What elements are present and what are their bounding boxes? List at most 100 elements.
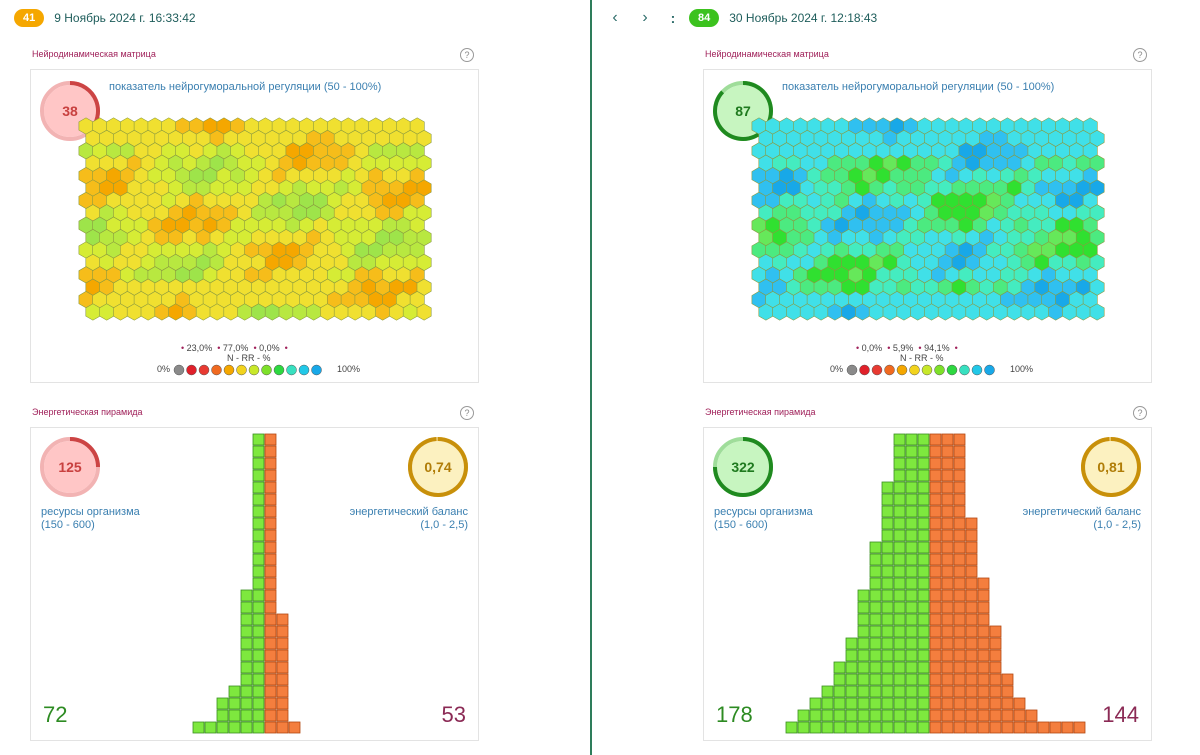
green-block bbox=[893, 637, 906, 650]
red-block bbox=[264, 589, 277, 602]
red-block bbox=[264, 613, 277, 626]
left-legend-pct: 0,0% bbox=[259, 343, 280, 353]
left-matrix-help-icon[interactable]: ? bbox=[460, 48, 474, 62]
green-block bbox=[240, 721, 253, 734]
green-block bbox=[845, 709, 858, 722]
more-options-icon[interactable]: : bbox=[670, 10, 676, 26]
green-block bbox=[216, 721, 229, 734]
red-block bbox=[977, 601, 990, 614]
right-resources-label: ресурсы организма bbox=[714, 506, 813, 518]
green-block bbox=[905, 541, 918, 554]
red-block bbox=[965, 541, 978, 554]
left-pyramid-title: Энергетическая пирамида bbox=[32, 407, 143, 417]
right-legend-n: 0,0% bbox=[861, 343, 883, 353]
left-score-badge[interactable]: 41 bbox=[14, 9, 45, 27]
left-legend-label: N - RR - % bbox=[227, 353, 271, 363]
green-block bbox=[905, 517, 918, 530]
green-block bbox=[252, 493, 265, 506]
right-panel: ‹ › : 84 30 Ноябрь 2024 г. 12:18:43 Нейр… bbox=[593, 0, 1200, 755]
scale-dot bbox=[198, 364, 210, 376]
red-block bbox=[264, 637, 277, 650]
scale-dot bbox=[248, 364, 260, 376]
left-red-count: 53 bbox=[441, 702, 466, 727]
green-block bbox=[881, 481, 894, 494]
red-block bbox=[929, 481, 942, 494]
green-block bbox=[917, 457, 930, 470]
red-block bbox=[965, 613, 978, 626]
green-block bbox=[905, 457, 918, 470]
scale-dot bbox=[311, 364, 322, 376]
red-block bbox=[929, 673, 942, 686]
scale-dot bbox=[946, 364, 958, 376]
red-block bbox=[929, 649, 942, 662]
green-block bbox=[917, 697, 930, 710]
red-block bbox=[264, 721, 277, 734]
left-hex-grid bbox=[78, 117, 432, 321]
green-block bbox=[881, 625, 894, 638]
red-block bbox=[941, 673, 954, 686]
red-block bbox=[989, 685, 1002, 698]
left-pyramid-help-icon[interactable]: ? bbox=[460, 406, 474, 420]
red-block bbox=[989, 697, 1002, 710]
green-block bbox=[869, 637, 882, 650]
red-block bbox=[989, 661, 1002, 674]
green-block bbox=[917, 709, 930, 722]
red-block bbox=[941, 541, 954, 554]
right-pyramid-help-icon[interactable]: ? bbox=[1133, 406, 1147, 420]
right-balance-value: 0,81 bbox=[1097, 459, 1125, 475]
red-block bbox=[977, 661, 990, 674]
right-scale-min: 0% bbox=[830, 364, 844, 374]
left-resources-ring: 125 bbox=[39, 436, 101, 498]
green-block bbox=[240, 673, 253, 686]
red-block bbox=[989, 721, 1002, 734]
red-block bbox=[1001, 709, 1014, 722]
left-panel: 41 9 Ноябрь 2024 г. 16:33:42 Нейродинами… bbox=[0, 0, 590, 755]
right-score-badge[interactable]: 84 bbox=[689, 9, 720, 27]
green-block bbox=[857, 625, 870, 638]
red-block bbox=[264, 469, 277, 482]
scale-dot bbox=[261, 364, 272, 376]
prev-arrow-icon[interactable]: ‹ bbox=[612, 9, 618, 26]
red-block bbox=[264, 709, 277, 722]
green-block bbox=[905, 649, 918, 662]
green-block bbox=[881, 613, 894, 626]
scale-dot bbox=[223, 364, 235, 376]
right-matrix-help-icon[interactable]: ? bbox=[1133, 48, 1147, 62]
green-block bbox=[857, 613, 870, 626]
red-block bbox=[264, 625, 277, 638]
red-block bbox=[953, 613, 966, 626]
scale-dot bbox=[273, 364, 285, 376]
red-block bbox=[929, 565, 942, 578]
red-block bbox=[953, 529, 966, 542]
next-arrow-icon[interactable]: › bbox=[642, 9, 648, 26]
red-block bbox=[264, 541, 277, 554]
red-block bbox=[1025, 709, 1038, 722]
red-block bbox=[965, 601, 978, 614]
green-block bbox=[881, 685, 894, 698]
green-block bbox=[917, 613, 930, 626]
left-scale-min: 0% bbox=[157, 364, 171, 374]
green-block bbox=[917, 601, 930, 614]
green-block bbox=[252, 709, 265, 722]
red-block bbox=[965, 625, 978, 638]
red-block bbox=[264, 673, 277, 686]
green-block bbox=[869, 541, 882, 554]
scale-dot bbox=[921, 364, 933, 376]
green-block bbox=[917, 445, 930, 458]
green-block bbox=[917, 589, 930, 602]
green-block bbox=[917, 661, 930, 674]
green-block bbox=[252, 625, 265, 638]
red-block bbox=[264, 517, 277, 530]
green-block bbox=[905, 589, 918, 602]
green-block bbox=[881, 577, 894, 590]
green-block bbox=[809, 697, 822, 710]
ring-progress-arc bbox=[408, 437, 468, 497]
red-block bbox=[264, 529, 277, 542]
red-block bbox=[941, 493, 954, 506]
green-block bbox=[845, 661, 858, 674]
red-block bbox=[264, 445, 277, 458]
red-block bbox=[1013, 709, 1026, 722]
red-block bbox=[953, 481, 966, 494]
green-block bbox=[869, 625, 882, 638]
green-block bbox=[252, 469, 265, 482]
